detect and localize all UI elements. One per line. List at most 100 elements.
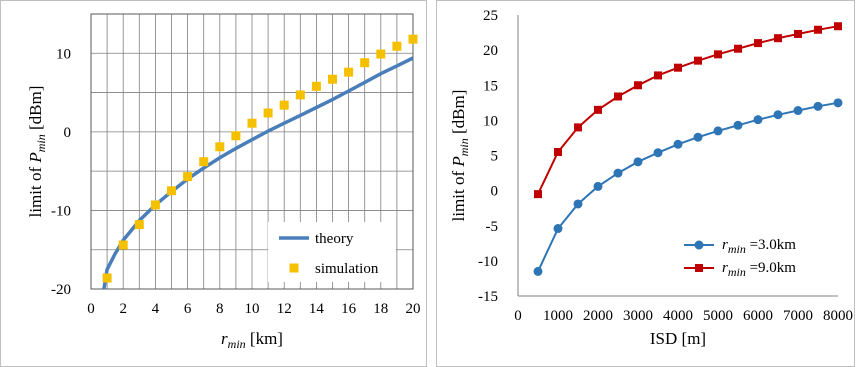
series-1-point <box>693 132 703 142</box>
x-tick-label: 8000 <box>823 308 853 324</box>
x-tick-label: 1000 <box>543 308 573 324</box>
series-2-point <box>634 81 642 90</box>
x-tick-label: 6 <box>184 301 192 317</box>
legend-theory-label: theory <box>315 231 354 247</box>
simulation-point <box>134 220 144 230</box>
y-tick-label: 25 <box>483 8 498 24</box>
simulation-point <box>328 74 337 84</box>
label-base: P <box>449 156 468 167</box>
y-tick-label: 10 <box>483 113 498 129</box>
label-unit: =3.0km <box>746 237 796 253</box>
x-axis-label: rmin [km] <box>221 329 283 351</box>
series-1-point <box>773 110 783 120</box>
series-2-point <box>614 92 622 101</box>
x-tick-label: 7000 <box>783 308 813 324</box>
simulation-point <box>408 34 418 44</box>
y-tick-label: -15 <box>478 289 498 305</box>
legend-background <box>268 222 396 282</box>
legend-swatch-marker-2 <box>695 264 703 272</box>
x-tick-label: 18 <box>373 301 388 317</box>
label-base: P <box>26 152 45 163</box>
label-prefix: limit of <box>26 163 45 218</box>
simulation-point <box>295 90 305 100</box>
series-1-point <box>573 199 583 209</box>
simulation-point <box>360 58 370 68</box>
chart-panel-right: 0 1000 2000 3000 4000 5000 6000 7000 8000 -15 -10 -… <box>436 0 856 367</box>
x-tick-label: 12 <box>277 301 292 317</box>
plot-area-border <box>90 13 414 290</box>
series-2-point <box>594 105 602 114</box>
x-tick-label: 14 <box>309 301 325 317</box>
simulation-point <box>263 108 273 118</box>
series-1-point <box>653 148 663 158</box>
simulation-point <box>199 157 209 167</box>
x-tick-label: 4000 <box>663 308 693 324</box>
series-2-point <box>754 39 762 48</box>
x-tick-label: 10 <box>245 301 260 317</box>
series-1-point <box>833 98 843 108</box>
series-1-point <box>753 115 763 125</box>
legend-label-1: rmin =3.0km <box>722 237 796 256</box>
x-tick-label: 0 <box>87 301 95 317</box>
simulation-point <box>183 172 193 182</box>
x-tick-label: 2 <box>119 301 127 317</box>
series-2-point <box>734 44 742 53</box>
simulation-point <box>167 186 176 196</box>
series-2-point <box>714 50 722 59</box>
series-1-point <box>633 157 643 167</box>
simulation-point <box>247 118 257 128</box>
label-unit: [dBm] <box>449 90 468 139</box>
simulation-point <box>344 67 354 77</box>
y-axis-label: limit of Pmin [dBm] <box>26 86 48 218</box>
isd-chart: 0 1000 2000 3000 4000 5000 6000 7000 8000 -15 -10 -… <box>436 0 855 367</box>
label-unit: [km] <box>246 329 283 348</box>
legend-simulation-label: simulation <box>315 261 379 277</box>
simulation-point <box>279 100 289 110</box>
y-tick-label: 10 <box>56 46 71 62</box>
label-subscript: min <box>728 242 746 256</box>
y-tick-label: 20 <box>483 43 498 59</box>
series-1-point <box>613 168 623 178</box>
x-tick-label: 16 <box>341 301 357 317</box>
label-unit: =9.0km <box>746 260 796 276</box>
x-tick-label: 20 <box>406 301 421 317</box>
y-axis-label: limit of Pmin [dBm] <box>449 90 471 222</box>
series-2-point <box>554 147 562 156</box>
y-tick-label: 0 <box>491 184 499 200</box>
legend-simulation-swatch <box>289 263 299 273</box>
y-tick-label: -10 <box>478 254 498 270</box>
simulation-point <box>231 131 241 141</box>
series-2-point <box>694 56 702 65</box>
x-tick-label: 2000 <box>583 308 613 324</box>
legend-swatch-marker-1 <box>694 240 704 250</box>
series-1-point <box>553 224 563 234</box>
series-1-point <box>673 139 683 149</box>
label-subscript: min <box>34 134 48 152</box>
simulation-point <box>311 81 321 91</box>
series-2-point <box>794 29 802 38</box>
series-1-point <box>593 181 603 191</box>
y-tick-label: -20 <box>51 282 71 298</box>
y-tick-label: 5 <box>491 149 499 165</box>
x-tick-label: 0 <box>514 308 522 324</box>
series-1-point <box>813 101 823 111</box>
series-1-point <box>793 106 803 116</box>
simulation-point <box>215 142 225 152</box>
series-2-point <box>534 190 542 199</box>
series-1-point <box>533 266 543 276</box>
x-tick-label: 4 <box>152 301 160 317</box>
series-2-point <box>834 22 842 31</box>
rmin-chart: 0 2 4 6 8 10 12 14 16 18 20 -20 -10 0 10 theory simulati… <box>0 0 427 367</box>
series-line-2 <box>537 25 839 195</box>
x-tick-label: 6000 <box>743 308 773 324</box>
label-subscript: min <box>728 265 746 279</box>
simulation-point <box>102 273 112 283</box>
label-subscript: min <box>457 138 471 156</box>
simulation-point <box>392 41 402 51</box>
chart-panel-left: 0 2 4 6 8 10 12 14 16 18 20 -20 -10 0 10 theory simulati… <box>0 0 427 367</box>
x-tick-label: 3000 <box>623 308 653 324</box>
label-base: r <box>722 260 728 276</box>
simulation-point <box>118 240 128 250</box>
label-base: r <box>221 329 228 348</box>
series-2-point <box>774 34 782 43</box>
